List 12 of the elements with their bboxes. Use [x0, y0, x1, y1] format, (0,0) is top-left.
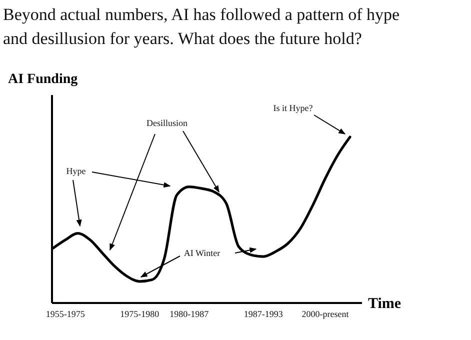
x-axis-title: Time	[368, 296, 402, 312]
y-axis-title: AI Funding	[8, 72, 78, 87]
text: Desillusion	[146, 118, 188, 128]
text: Is it Hype?	[273, 103, 313, 113]
annotation: Hype	[66, 166, 86, 176]
x-tick-label: 1980-1987	[170, 309, 210, 319]
x-tick-label: 2000-present	[302, 309, 350, 319]
x-tick-label: 1955-1975	[46, 309, 86, 319]
annotation: AI Winter	[184, 248, 220, 258]
chart-title: Beyond actual numbers, AI has followed a pattern of hype and desillusion for years. What does the future hold?	[3, 5, 400, 48]
x-tick-label: 1987-1993	[244, 309, 284, 319]
x-tick-label: 1975-1980	[120, 309, 160, 319]
